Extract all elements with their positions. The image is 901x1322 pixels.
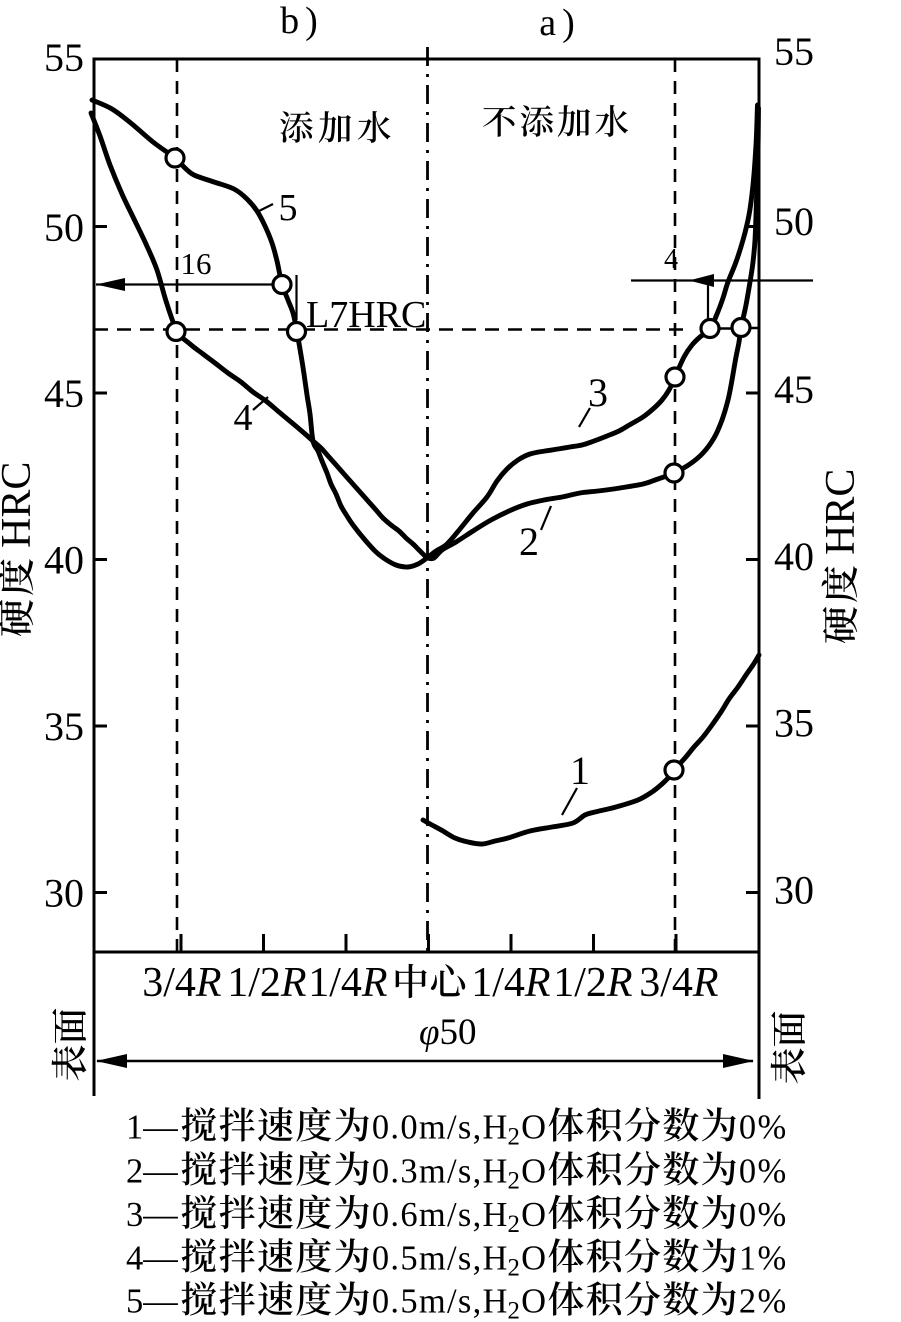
svg-text:H: H	[483, 1153, 508, 1191]
svg-text:4: 4	[664, 244, 678, 275]
svg-text:0%: 0%	[739, 1153, 788, 1191]
svg-text:1%: 1%	[739, 1240, 788, 1278]
svg-text:3/4R: 3/4R	[639, 960, 718, 1006]
svg-text:5: 5	[279, 187, 298, 229]
svg-text:φ50: φ50	[419, 1012, 476, 1053]
svg-text:HRC: HRC	[818, 469, 864, 555]
svg-text:40: 40	[44, 538, 84, 583]
svg-text:2: 2	[507, 1168, 519, 1195]
svg-text:H: H	[483, 1283, 508, 1321]
svg-text:3—: 3—	[126, 1196, 178, 1234]
svg-text:35: 35	[774, 701, 814, 746]
svg-text:2: 2	[507, 1124, 519, 1151]
svg-text:5—: 5—	[126, 1283, 178, 1321]
svg-text:1—: 1—	[126, 1109, 178, 1147]
svg-text:1: 1	[570, 748, 590, 793]
svg-text:4—: 4—	[126, 1240, 178, 1278]
svg-text:O: O	[521, 1109, 546, 1147]
svg-text:b): b)	[280, 0, 324, 42]
svg-text:55: 55	[44, 35, 84, 80]
svg-text:H: H	[483, 1109, 508, 1147]
svg-text:30: 30	[774, 868, 814, 913]
svg-text:3/4R: 3/4R	[142, 960, 221, 1006]
svg-text:45: 45	[774, 367, 814, 412]
svg-text:O: O	[521, 1153, 546, 1191]
svg-text:30: 30	[44, 871, 84, 916]
svg-text:2: 2	[519, 519, 539, 564]
svg-text:1/2R: 1/2R	[553, 960, 632, 1006]
svg-text:O: O	[521, 1196, 546, 1234]
svg-text:0.6m/s,: 0.6m/s,	[372, 1196, 483, 1234]
svg-text:1/4R: 1/4R	[308, 960, 387, 1006]
svg-text:0%: 0%	[739, 1109, 788, 1147]
svg-text:40: 40	[774, 534, 814, 579]
svg-text:50: 50	[44, 205, 84, 250]
svg-text:O: O	[521, 1283, 546, 1321]
svg-text:2%: 2%	[739, 1283, 788, 1321]
svg-text:2: 2	[507, 1298, 519, 1322]
svg-text:0%: 0%	[739, 1196, 788, 1234]
svg-text:2—: 2—	[126, 1153, 178, 1191]
svg-text:HRC: HRC	[0, 462, 40, 548]
svg-text:a): a)	[539, 2, 581, 44]
svg-text:O: O	[521, 1240, 546, 1278]
svg-text:H: H	[483, 1240, 508, 1278]
svg-text:0.5m/s,: 0.5m/s,	[372, 1283, 483, 1321]
svg-text:55: 55	[774, 29, 814, 74]
svg-text:H: H	[483, 1196, 508, 1234]
svg-text:45: 45	[44, 371, 84, 416]
svg-text:0.3m/s,: 0.3m/s,	[372, 1153, 483, 1191]
svg-text:3: 3	[588, 370, 608, 415]
svg-text:2: 2	[507, 1255, 519, 1282]
svg-text:0.0m/s,: 0.0m/s,	[372, 1109, 483, 1147]
svg-text:35: 35	[44, 704, 84, 749]
svg-text:16: 16	[181, 246, 212, 281]
svg-text:1/2R: 1/2R	[227, 960, 306, 1006]
svg-text:2: 2	[507, 1211, 519, 1238]
svg-text:50: 50	[774, 199, 814, 244]
svg-text:0.5m/s,: 0.5m/s,	[372, 1240, 483, 1278]
svg-text:4: 4	[234, 397, 253, 439]
svg-text:1/4R: 1/4R	[471, 960, 550, 1006]
svg-text:L7HRC: L7HRC	[306, 294, 426, 336]
